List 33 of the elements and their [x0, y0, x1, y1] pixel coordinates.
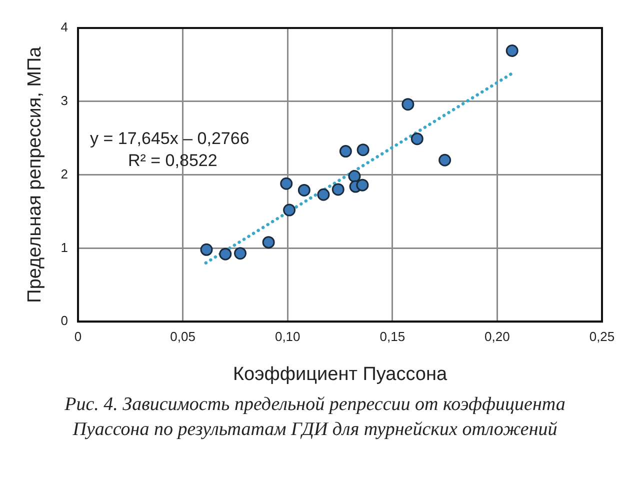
point	[506, 44, 518, 58]
x-tick-label: 0,25	[589, 328, 615, 344]
point	[234, 247, 246, 260]
point	[262, 236, 275, 249]
point	[348, 170, 361, 183]
point	[410, 132, 424, 146]
y-tick-label: 3	[60, 92, 68, 108]
y-tick-label: 2	[60, 166, 68, 182]
point	[283, 204, 296, 216]
point	[200, 243, 213, 256]
y-tick-label: 1	[60, 240, 68, 255]
x-axis-title: Коэффициент Пуассона	[232, 364, 448, 385]
point	[356, 144, 370, 156]
point	[402, 98, 414, 111]
x-tick-label: 0,05	[170, 328, 196, 344]
y-tick-label: 0	[60, 313, 68, 328]
y-tick-label: 4	[60, 20, 68, 35]
annotation: y = 17,645x – 0,2766	[90, 128, 250, 150]
annotation: R² = 0,8522	[127, 150, 218, 172]
point	[219, 248, 232, 260]
point	[280, 177, 293, 190]
y-axis-title: Предельная репрессия, МПа	[24, 46, 46, 303]
point	[317, 188, 330, 201]
text: Рис. 4. Зависимость предельной репрессии от коэффициента Пуассона по результатам ГДИ для турнейских отложений	[64, 393, 566, 442]
x-tick-label: 0,20	[484, 328, 510, 344]
point	[332, 183, 344, 196]
x-tick-label: 0,15	[380, 328, 406, 344]
point	[339, 145, 352, 158]
x-tick-label: 0	[74, 328, 82, 344]
point	[438, 154, 452, 166]
point	[356, 178, 369, 192]
point	[298, 184, 310, 196]
x-tick-label: 0,10	[274, 328, 300, 344]
